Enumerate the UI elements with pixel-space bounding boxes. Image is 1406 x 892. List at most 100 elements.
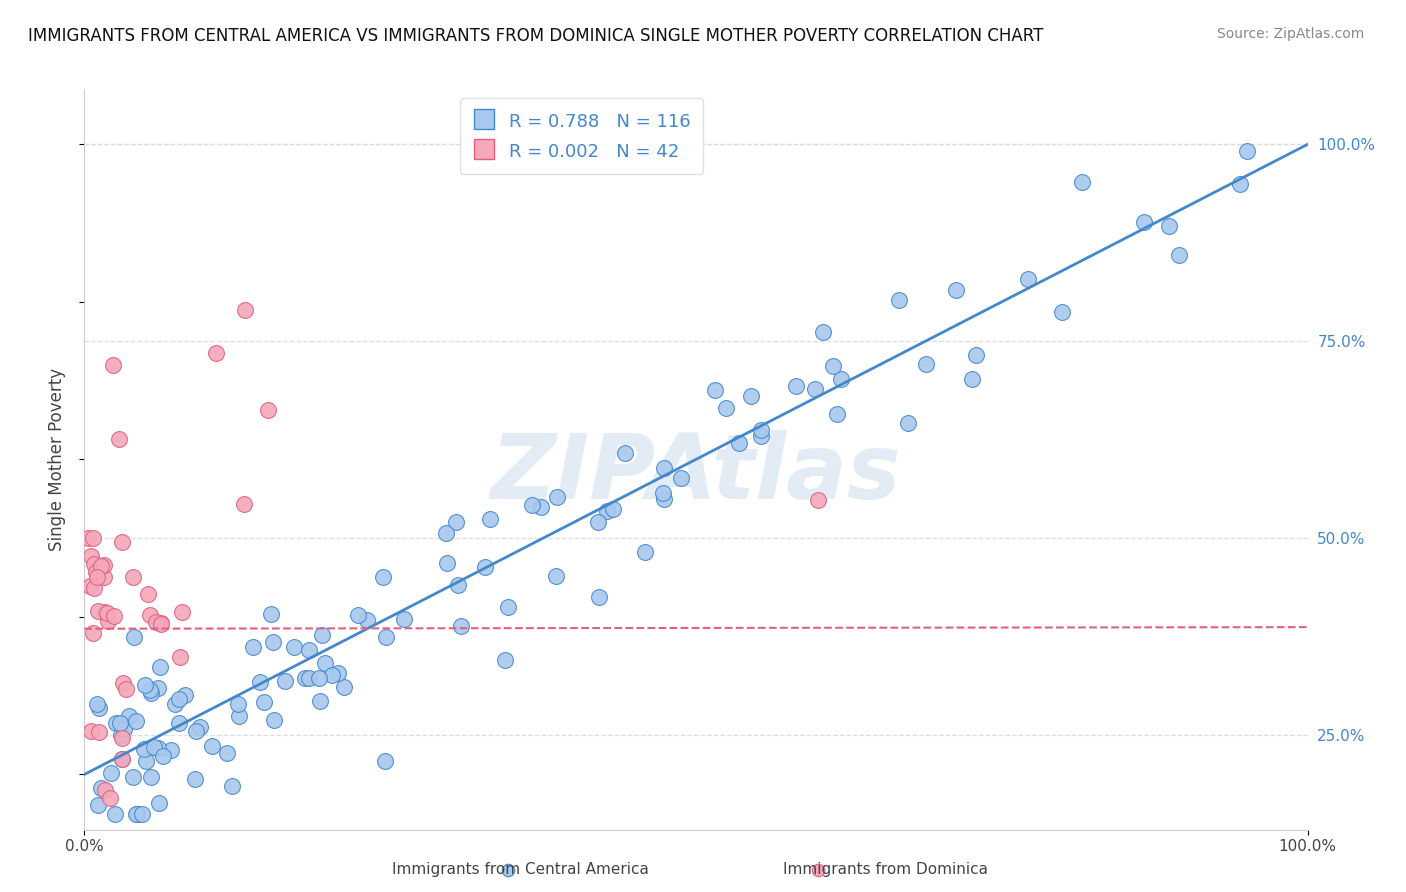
Point bbox=[1070, 175, 1092, 189]
Point bbox=[652, 460, 675, 475]
Point bbox=[332, 681, 354, 695]
Point bbox=[77, 531, 100, 545]
Point bbox=[520, 498, 543, 512]
Point bbox=[669, 471, 692, 485]
Point bbox=[602, 502, 624, 516]
Point bbox=[83, 582, 105, 596]
Point bbox=[283, 640, 305, 654]
Point bbox=[169, 692, 191, 706]
Point bbox=[546, 490, 568, 504]
Point bbox=[749, 429, 772, 443]
Point bbox=[115, 681, 138, 696]
Point bbox=[233, 302, 256, 317]
Point bbox=[111, 534, 134, 549]
Point bbox=[112, 723, 135, 737]
Text: IMMIGRANTS FROM CENTRAL AMERICA VS IMMIGRANTS FROM DOMINICA SINGLE MOTHER POVERT: IMMIGRANTS FROM CENTRAL AMERICA VS IMMIG… bbox=[28, 27, 1043, 45]
Point bbox=[263, 714, 285, 728]
Point bbox=[201, 739, 224, 753]
Point bbox=[83, 846, 105, 860]
Point bbox=[887, 293, 910, 307]
Point bbox=[221, 779, 243, 793]
Point bbox=[311, 628, 333, 642]
Point bbox=[436, 556, 458, 570]
Point bbox=[314, 657, 336, 671]
Point bbox=[86, 569, 108, 583]
Point bbox=[174, 688, 197, 702]
Point bbox=[118, 708, 141, 723]
Text: Immigrants from Central America: Immigrants from Central America bbox=[392, 863, 648, 877]
Point bbox=[122, 569, 145, 583]
Point bbox=[529, 500, 551, 514]
Point bbox=[87, 701, 110, 715]
Point bbox=[87, 798, 110, 813]
Point bbox=[83, 557, 105, 571]
Point bbox=[326, 665, 349, 680]
Point bbox=[249, 675, 271, 690]
Point bbox=[1159, 219, 1181, 233]
Point bbox=[111, 752, 134, 766]
Point bbox=[139, 682, 162, 697]
Point bbox=[122, 770, 145, 784]
Point bbox=[104, 716, 127, 731]
Point bbox=[125, 806, 148, 821]
Point bbox=[1050, 304, 1073, 318]
Point bbox=[96, 607, 118, 621]
Point bbox=[298, 671, 321, 685]
Point bbox=[962, 372, 984, 386]
Point bbox=[1229, 178, 1251, 192]
Point bbox=[141, 770, 163, 784]
Point bbox=[253, 695, 276, 709]
Point bbox=[86, 566, 108, 580]
Point bbox=[138, 586, 160, 600]
Point bbox=[169, 650, 191, 665]
Point bbox=[298, 643, 321, 657]
Point bbox=[262, 634, 284, 648]
Point bbox=[257, 402, 280, 417]
Point bbox=[588, 590, 610, 604]
Point bbox=[1168, 248, 1191, 262]
Point bbox=[1236, 145, 1258, 159]
Point bbox=[184, 772, 207, 786]
Point bbox=[135, 755, 157, 769]
Point bbox=[79, 579, 101, 593]
Point bbox=[749, 423, 772, 437]
Point bbox=[94, 605, 117, 619]
Point bbox=[145, 615, 167, 630]
Point bbox=[205, 346, 228, 360]
Point bbox=[82, 531, 104, 545]
Point bbox=[122, 630, 145, 644]
Point bbox=[169, 716, 191, 731]
Point bbox=[87, 604, 110, 618]
Point bbox=[93, 783, 115, 797]
Legend: R = 0.788   N = 116, R = 0.002   N = 42: R = 0.788 N = 116, R = 0.002 N = 42 bbox=[460, 98, 703, 174]
Point bbox=[704, 383, 727, 397]
Point bbox=[260, 607, 283, 621]
Point bbox=[93, 558, 115, 572]
Point bbox=[811, 325, 834, 339]
Point bbox=[821, 359, 844, 374]
Point bbox=[190, 720, 212, 734]
Point bbox=[897, 416, 920, 430]
Text: Immigrants from Dominica: Immigrants from Dominica bbox=[783, 863, 988, 877]
Point bbox=[134, 678, 156, 692]
Point bbox=[186, 724, 208, 739]
Point bbox=[807, 863, 830, 877]
Point bbox=[498, 863, 520, 877]
Point bbox=[356, 613, 378, 627]
Point bbox=[80, 549, 103, 563]
Point bbox=[478, 512, 501, 526]
Point bbox=[100, 766, 122, 780]
Point bbox=[634, 544, 657, 558]
Point bbox=[375, 630, 398, 644]
Point bbox=[152, 749, 174, 764]
Point bbox=[450, 619, 472, 633]
Point bbox=[111, 752, 134, 766]
Point bbox=[149, 660, 172, 674]
Point bbox=[496, 600, 519, 615]
Point bbox=[134, 742, 156, 756]
Point bbox=[374, 754, 396, 768]
Point bbox=[714, 401, 737, 415]
Point bbox=[804, 382, 827, 396]
Point bbox=[446, 515, 468, 529]
Point bbox=[149, 616, 172, 631]
